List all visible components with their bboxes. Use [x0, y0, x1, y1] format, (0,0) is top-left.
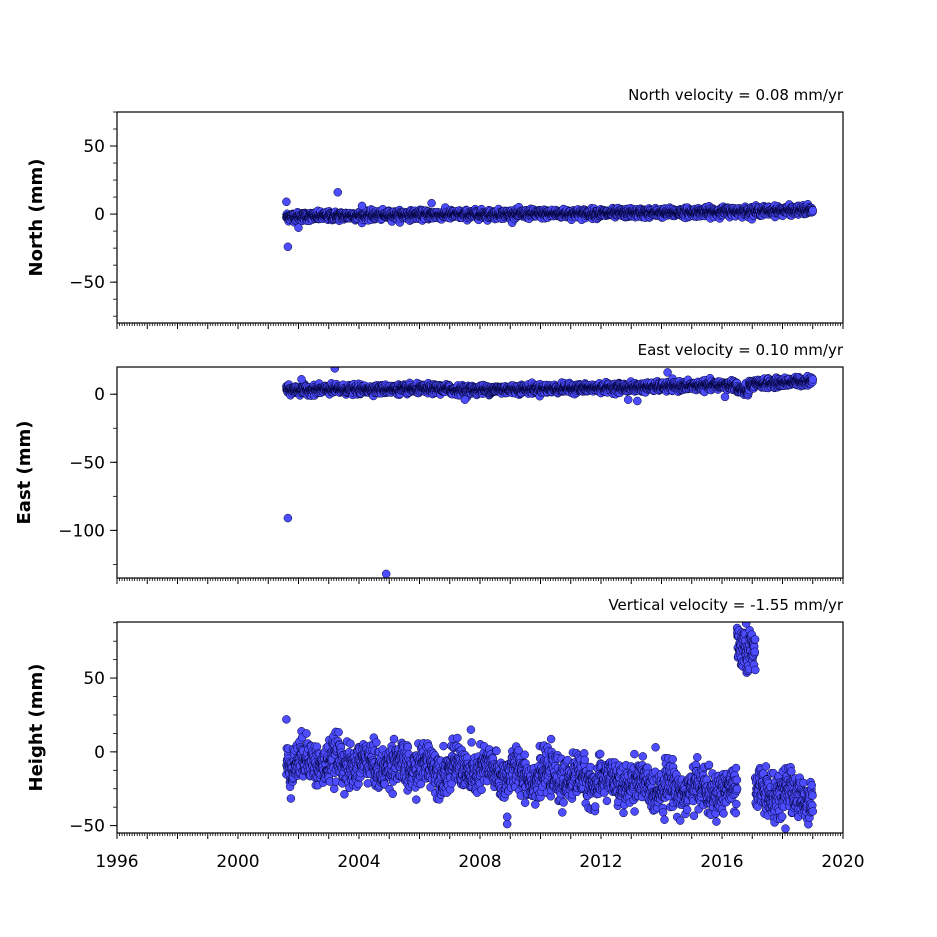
- outlier-point: [282, 197, 291, 207]
- north-panel: −50 0 50 North velocity = 0.08 mm/yr North (…: [26, 86, 844, 329]
- outlier-point: [333, 188, 343, 197]
- north-x-ticks: [116, 323, 844, 329]
- north-y-ticks: [110, 111, 117, 317]
- y-tick-label: 0: [94, 205, 105, 225]
- y-tick-label: 50: [83, 137, 105, 157]
- east-points: [282, 367, 818, 578]
- outlier-point: [427, 198, 436, 208]
- north-points: [282, 188, 818, 252]
- north-velocity-title: North velocity = 0.08 mm/yr: [628, 86, 844, 104]
- data-point: [808, 206, 818, 215]
- outlier-point: [283, 242, 293, 252]
- outlier-point: [357, 201, 367, 211]
- y-tick-label: −50: [69, 273, 105, 293]
- north-y-axis-label: North (mm): [26, 159, 47, 277]
- outlier-point: [294, 223, 303, 232]
